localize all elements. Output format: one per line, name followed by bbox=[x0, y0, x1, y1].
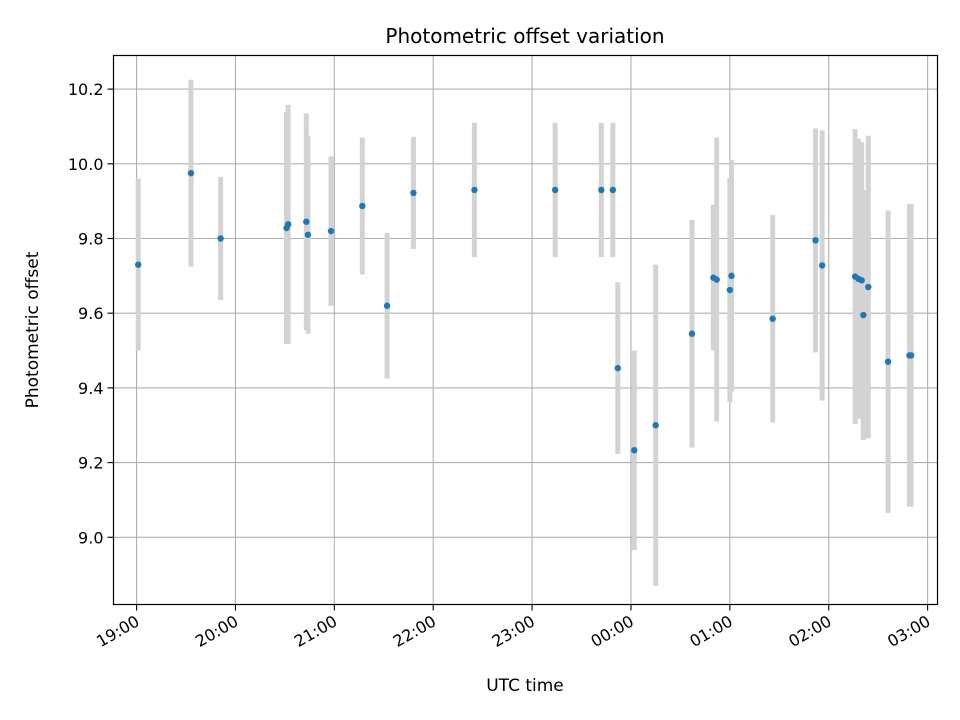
y-tick-label: 9.6 bbox=[78, 304, 103, 323]
data-point bbox=[303, 218, 310, 225]
data-point bbox=[652, 422, 659, 429]
y-axis-label: Photometric offset bbox=[23, 251, 43, 408]
x-axis-label: UTC time bbox=[486, 676, 564, 696]
y-axis-ticks: 9.0 9.2 9.4 9.6 9.8 10.0 10.2 bbox=[68, 80, 114, 547]
data-point bbox=[631, 447, 638, 454]
data-point bbox=[858, 277, 865, 284]
y-tick-label: 9.2 bbox=[78, 454, 103, 473]
y-tick-label: 10.2 bbox=[68, 80, 104, 99]
data-point bbox=[471, 186, 478, 194]
plot-frame bbox=[112, 54, 939, 606]
data-point bbox=[304, 231, 312, 238]
grid-lines bbox=[113, 55, 938, 605]
chart-title: Photometric offset variation bbox=[385, 24, 664, 48]
data-point bbox=[410, 189, 417, 197]
y-tick-label: 9.4 bbox=[78, 379, 103, 398]
data-point bbox=[383, 302, 391, 309]
data-point bbox=[728, 272, 735, 280]
y-tick-label: 10.0 bbox=[68, 155, 104, 174]
data-point bbox=[818, 262, 826, 269]
data-point bbox=[614, 364, 621, 372]
data-point bbox=[769, 315, 776, 322]
data-point bbox=[726, 286, 734, 294]
data-point bbox=[812, 237, 819, 244]
data-point bbox=[609, 186, 617, 194]
data-point bbox=[598, 186, 605, 194]
data-point bbox=[359, 202, 366, 210]
data-point bbox=[187, 169, 195, 177]
data-points bbox=[135, 169, 915, 454]
data-point bbox=[551, 186, 559, 194]
y-tick-label: 9.8 bbox=[78, 230, 103, 249]
data-point bbox=[217, 235, 224, 242]
data-point bbox=[907, 352, 915, 359]
data-point bbox=[688, 330, 696, 337]
data-point bbox=[284, 221, 292, 228]
data-point bbox=[865, 283, 872, 291]
y-tick-label: 9.0 bbox=[78, 528, 103, 547]
data-point bbox=[713, 276, 720, 283]
data-point bbox=[327, 227, 335, 235]
data-point bbox=[860, 311, 867, 319]
data-point bbox=[135, 261, 142, 268]
data-point bbox=[884, 358, 892, 365]
